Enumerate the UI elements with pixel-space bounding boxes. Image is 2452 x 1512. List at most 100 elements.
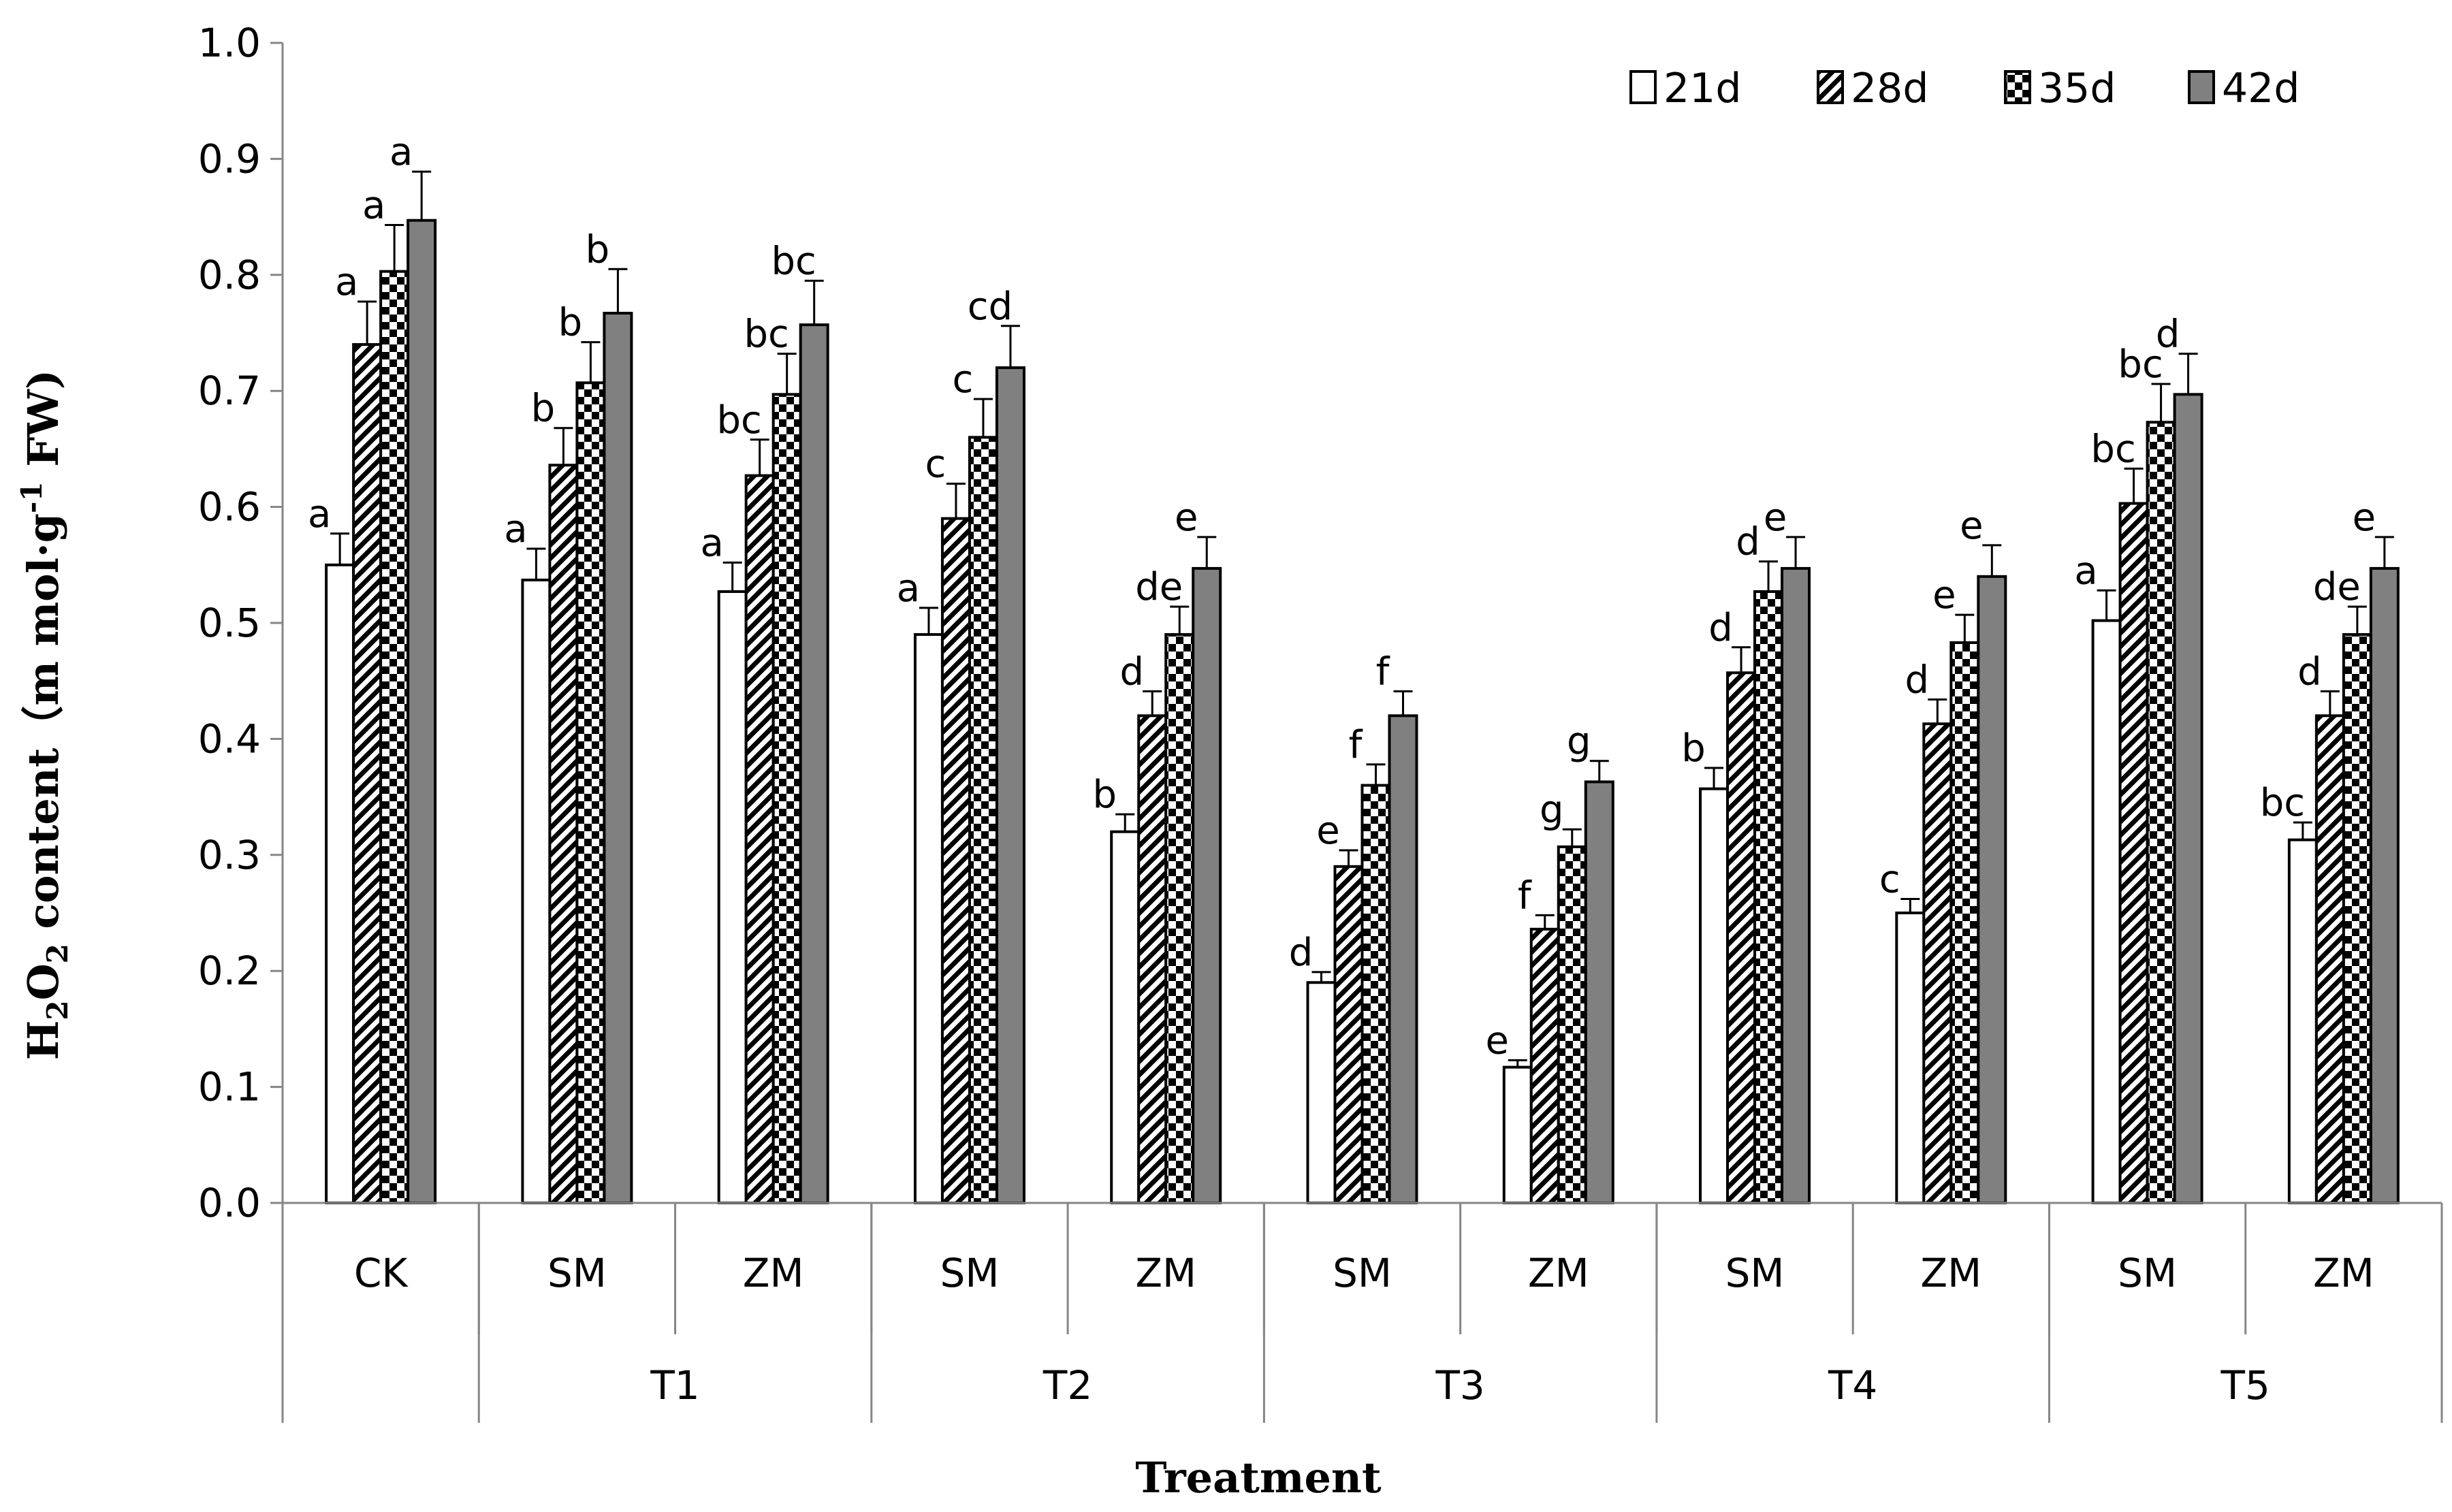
bar bbox=[1753, 590, 1784, 1204]
y-tick-label: 0.3 bbox=[198, 832, 261, 878]
significance-label: b bbox=[1092, 773, 1117, 817]
bar bbox=[799, 323, 829, 1204]
y-tick-label: 0.4 bbox=[198, 715, 261, 762]
bar bbox=[2146, 421, 2176, 1204]
significance-label: cd bbox=[968, 285, 1013, 329]
category-label: ZM bbox=[1135, 1250, 1196, 1296]
category-label: SM bbox=[2118, 1250, 2177, 1296]
y-tick-label: 0.5 bbox=[198, 600, 261, 646]
category-label: ZM bbox=[743, 1250, 804, 1296]
significance-label: e bbox=[1175, 496, 1198, 540]
significance-label: b bbox=[586, 227, 610, 272]
category-label: SM bbox=[1333, 1250, 1392, 1296]
bar bbox=[2342, 633, 2372, 1204]
legend-label: 35d bbox=[2038, 65, 2116, 112]
category-label: SM bbox=[940, 1250, 1000, 1296]
significance-label: a bbox=[389, 130, 413, 174]
significance-label: bc bbox=[744, 312, 789, 357]
group-label: T2 bbox=[1042, 1362, 1092, 1409]
significance-label: bc bbox=[2090, 427, 2135, 471]
bar bbox=[1137, 714, 1168, 1204]
significance-label: e bbox=[1486, 1018, 1509, 1063]
significance-label: e bbox=[1316, 809, 1339, 853]
legend: 21d 28d 35d 42d bbox=[1629, 65, 2299, 112]
significance-label: g bbox=[1567, 720, 1591, 764]
y-axis: 0.0 0.1 0.2 0.3 0.4 0.5 0.6 0.7 0.8 0.9 1.0 bbox=[198, 20, 284, 1226]
category-label: ZM bbox=[1528, 1250, 1589, 1296]
bar bbox=[2287, 838, 2318, 1204]
legend-label: 28d bbox=[1851, 65, 1928, 112]
group-label: T5 bbox=[2220, 1362, 2270, 1409]
bar bbox=[1949, 641, 1980, 1204]
legend-swatch bbox=[1817, 70, 1844, 104]
bar bbox=[2314, 714, 2345, 1204]
group-label: T3 bbox=[1435, 1362, 1484, 1409]
bar bbox=[1922, 722, 1953, 1205]
significance-label: a bbox=[701, 521, 724, 565]
y-tick-label: 0.9 bbox=[198, 135, 261, 182]
bar bbox=[548, 464, 579, 1204]
bar bbox=[379, 270, 410, 1204]
significance-label: e bbox=[1932, 573, 1956, 617]
significance-label: d bbox=[1708, 606, 1733, 650]
bar bbox=[1699, 787, 1730, 1204]
significance-label: e bbox=[1764, 496, 1787, 540]
category-label: SM bbox=[547, 1250, 607, 1296]
significance-label: b bbox=[531, 387, 556, 431]
significance-label: a bbox=[335, 260, 358, 304]
y-tick-label: 0.2 bbox=[198, 948, 261, 994]
bar bbox=[521, 578, 552, 1204]
group-label: T1 bbox=[650, 1362, 699, 1409]
bar bbox=[771, 393, 802, 1204]
bar bbox=[2369, 566, 2400, 1204]
group-label: T4 bbox=[1828, 1362, 1877, 1409]
category-label: SM bbox=[1725, 1250, 1785, 1296]
bar bbox=[1781, 566, 1811, 1204]
legend-swatch bbox=[1629, 70, 1657, 104]
significance-label: g bbox=[1540, 788, 1564, 832]
y-tick-label: 0.1 bbox=[198, 1064, 261, 1110]
bar bbox=[2118, 502, 2149, 1204]
significance-label: d bbox=[2156, 312, 2180, 357]
y-tick-label: 0.0 bbox=[198, 1180, 261, 1226]
y-axis-title: H2O2 content（m mol·g-1 FW) bbox=[15, 370, 74, 1061]
bar bbox=[575, 381, 606, 1204]
bar bbox=[2091, 619, 2122, 1204]
significance-label: bc bbox=[771, 239, 816, 283]
bar bbox=[744, 474, 775, 1204]
legend-label: 42d bbox=[2222, 65, 2299, 112]
significance-label: f bbox=[1376, 650, 1390, 694]
bar bbox=[1192, 566, 1222, 1204]
significance-label: c bbox=[953, 357, 974, 402]
significance-label: e bbox=[1960, 504, 1983, 548]
significance-label: d bbox=[1905, 658, 1930, 702]
y-tick-label: 0.8 bbox=[198, 252, 261, 298]
y-tick-label: 0.7 bbox=[198, 368, 261, 414]
y-tick-label: 1.0 bbox=[198, 20, 261, 66]
bar bbox=[352, 343, 383, 1204]
significance-label: bc bbox=[2260, 781, 2305, 825]
bar bbox=[1895, 912, 1926, 1204]
bar bbox=[1977, 575, 2007, 1204]
significance-label: b bbox=[1681, 726, 1706, 771]
bar bbox=[1110, 830, 1141, 1204]
y-tick-label: 0.6 bbox=[198, 484, 261, 530]
category-label: ZM bbox=[2313, 1250, 2374, 1296]
bar bbox=[407, 219, 437, 1204]
significance-label: a bbox=[897, 566, 920, 611]
bar bbox=[995, 366, 1025, 1204]
bar bbox=[1164, 633, 1195, 1204]
bar bbox=[913, 633, 944, 1204]
bar bbox=[1502, 1065, 1533, 1204]
bar bbox=[2173, 393, 2203, 1204]
significance-label: e bbox=[2353, 496, 2376, 540]
significance-label: f bbox=[1518, 873, 1532, 918]
x-axis-title: Treatment bbox=[1135, 1453, 1382, 1502]
x-axis: CK SM ZM SM ZM SM ZM SM ZM SM ZM T1 T2 T3 T4 T5 bbox=[281, 1202, 2443, 1423]
category-label: CK bbox=[354, 1250, 409, 1296]
significance-label: a bbox=[2074, 549, 2097, 593]
significance-label: de bbox=[2313, 565, 2361, 609]
significance-label: bc bbox=[2118, 342, 2163, 387]
